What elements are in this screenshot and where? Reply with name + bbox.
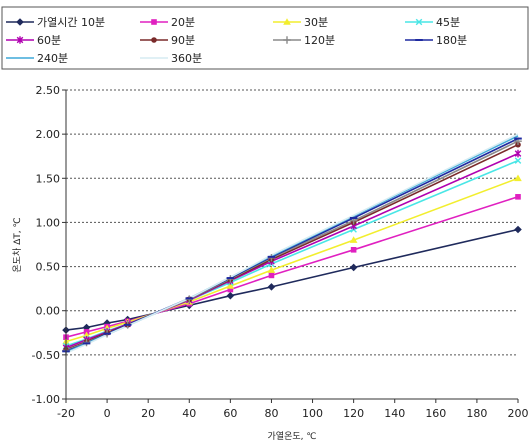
x-tick-label: 20 <box>141 407 155 420</box>
y-tick-label: -1.00 <box>32 393 60 406</box>
legend-swatch-marker <box>151 37 157 43</box>
data-point-series-1 <box>349 263 358 272</box>
legend-swatch-marker <box>283 36 291 44</box>
legend-swatch-marker <box>16 36 24 44</box>
x-tick-label: -20 <box>57 407 75 420</box>
data-point-series-1 <box>226 291 235 300</box>
data-point-series-1 <box>267 283 276 291</box>
x-tick-label: 140 <box>384 407 405 420</box>
legend-label: 180분 <box>436 34 467 47</box>
legend-label: 120분 <box>304 34 335 47</box>
x-tick-label: 0 <box>104 407 111 420</box>
x-tick-label: 200 <box>508 407 529 420</box>
data-point-series-1 <box>514 225 522 234</box>
legend-swatch-marker <box>151 19 157 25</box>
y-ticks: -1.00 -0.50 0.00 0.50 1.00 1.50 2.00 2.50 <box>32 84 66 406</box>
x-ticks: -20 0 20 40 60 80 100 120 140 160 180 200 <box>57 399 529 420</box>
x-tick-label: 180 <box>466 407 487 420</box>
legend-box <box>1 6 529 70</box>
legend: 가열시간 10분 20분 30분 45분 60분 90분 120분 180분 240분 360분 <box>1 6 529 70</box>
legend-swatch-marker <box>16 18 24 26</box>
x-tick-label: 60 <box>223 407 237 420</box>
data-point-series-2 <box>515 194 521 200</box>
legend-label: 가열시간 10분 <box>37 16 105 29</box>
x-tick-label: 100 <box>302 407 323 420</box>
legend-label: 90분 <box>171 34 195 47</box>
x-tick-label: 80 <box>264 407 278 420</box>
data-point-series-3 <box>514 174 522 182</box>
x-tick-label: 40 <box>182 407 196 420</box>
data-point-series-5 <box>514 149 522 158</box>
data-point-series-3 <box>267 266 276 273</box>
legend-label: 30분 <box>304 16 328 29</box>
data-point-series-2 <box>227 286 234 293</box>
data-point-series-4 <box>514 157 522 164</box>
data-point-series-2 <box>350 246 357 253</box>
y-tick-label: 2.50 <box>36 84 61 97</box>
y-tick-label: 1.50 <box>36 172 61 185</box>
legend-label: 45분 <box>436 16 460 29</box>
y-tick-label: 1.00 <box>36 216 61 229</box>
data-point-series-3 <box>226 282 235 289</box>
x-tick-label: 120 <box>343 407 364 420</box>
y-tick-label: 0.50 <box>36 261 61 274</box>
legend-swatch-marker <box>415 18 423 26</box>
data-point-series-3 <box>349 236 358 243</box>
y-axis-title: 온도차 ΔT, ℃ <box>11 217 23 272</box>
legend-label: 60분 <box>37 34 61 47</box>
legend-label: 20분 <box>171 16 195 29</box>
legend-label: 360분 <box>171 52 202 65</box>
data-point-series-2 <box>268 272 275 279</box>
y-tick-label: 2.00 <box>36 128 61 141</box>
data-point-series-1 <box>103 319 111 327</box>
x-tick-label: 160 <box>425 407 446 420</box>
legend-swatch-marker <box>283 18 291 25</box>
x-axis-title: 가열온도, ℃ <box>268 431 317 442</box>
y-tick-label: 0.00 <box>36 305 61 318</box>
legend-label: 240분 <box>37 52 68 65</box>
y-tick-label: -0.50 <box>32 349 60 362</box>
